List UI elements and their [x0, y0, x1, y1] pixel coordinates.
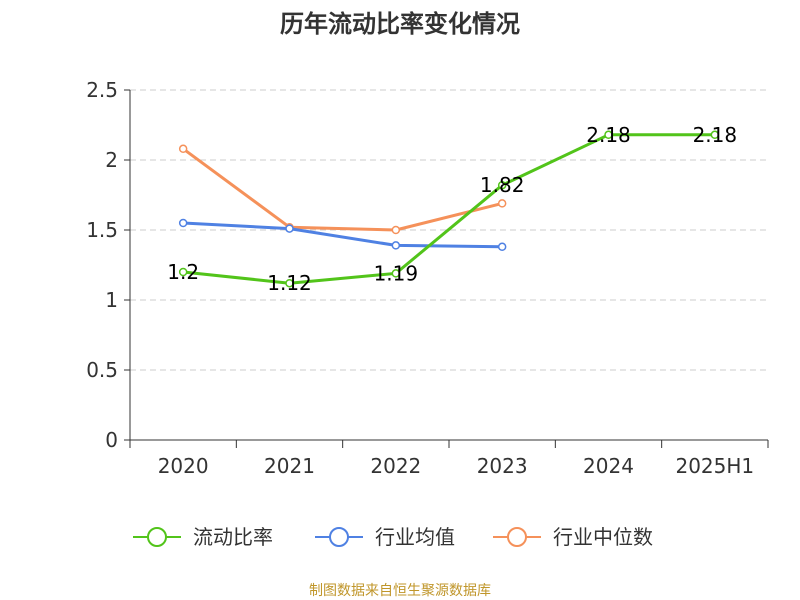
legend-label: 行业均值	[375, 525, 455, 549]
data-label: 2.18	[586, 123, 631, 147]
data-point	[391, 225, 401, 235]
grid-lines	[130, 89, 768, 371]
data-point	[391, 241, 401, 250]
legend-label: 流动比率	[193, 525, 273, 549]
legend-item-2[interactable]: 行业中位数	[493, 525, 653, 549]
x-tick-label: 2021	[264, 454, 315, 478]
x-tick-label: 2022	[370, 454, 421, 478]
chart-title: 历年流动比率变化情况	[280, 10, 520, 38]
y-tick-label: 1	[105, 288, 118, 312]
data-point	[391, 269, 401, 278]
data-label: 2.18	[693, 123, 738, 147]
data-point	[178, 218, 188, 228]
data-point	[285, 278, 294, 288]
source-note: 制图数据来自恒生聚源数据库	[309, 583, 491, 599]
data-labels: 1.2 1.12 1.19 1.82 2.18 2.18	[167, 123, 737, 295]
data-point	[497, 180, 507, 190]
axes: 0 0.5 1 1.5 2 2.5 2020 2021 2022 2023 2024 2025H1	[86, 78, 769, 478]
legend-item-1[interactable]: 行业均值	[315, 525, 455, 549]
x-tick-label: 2025H1	[675, 454, 754, 478]
x-tick-label: 2023	[477, 454, 528, 478]
series-layer	[178, 130, 720, 288]
series-line-1	[181, 221, 504, 249]
data-point	[604, 130, 613, 140]
y-tick-label: 0	[105, 428, 118, 452]
data-point	[285, 224, 294, 233]
legend-item-0[interactable]: 流动比率	[133, 525, 273, 549]
series-line-2	[181, 147, 504, 232]
x-tick-label: 2024	[583, 454, 634, 478]
legend-marker-icon	[507, 527, 527, 547]
series-line-0	[181, 133, 717, 285]
y-tick-label: 0.5	[86, 358, 118, 382]
data-point	[497, 199, 507, 208]
data-label: 1.2	[167, 260, 199, 284]
y-tick-label: 1.5	[86, 218, 118, 242]
data-label: 1.12	[267, 271, 312, 295]
y-tick-label: 2.5	[86, 78, 118, 102]
data-point	[178, 144, 188, 154]
y-tick-label: 2	[105, 148, 118, 172]
data-point	[497, 242, 507, 252]
legend[interactable]: 流动比率 行业均值 行业中位数	[133, 525, 653, 549]
legend-marker-icon	[329, 527, 349, 547]
data-point	[710, 130, 720, 140]
data-point	[178, 267, 188, 277]
legend-label: 行业中位数	[553, 525, 653, 549]
data-label: 1.19	[374, 261, 419, 285]
legend-marker-icon	[147, 527, 167, 547]
x-tick-label: 2020	[158, 454, 209, 478]
data-label: 1.82	[480, 173, 525, 197]
